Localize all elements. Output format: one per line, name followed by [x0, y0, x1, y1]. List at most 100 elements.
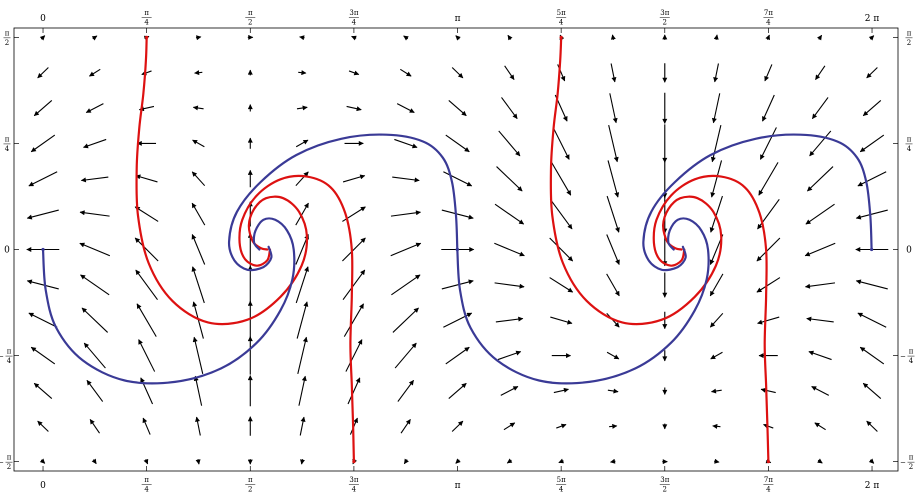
- x-tick-label-top-5: 5π4: [556, 9, 567, 27]
- svg-text:4: 4: [909, 357, 914, 365]
- field-arrow-3-10: [192, 105, 204, 111]
- stream-start-point-6: [455, 247, 459, 252]
- field-arrow-13-10: [711, 93, 721, 124]
- svg-text:3π: 3π: [660, 476, 669, 484]
- x-tick-label-bottom-6: 3π2: [659, 476, 670, 494]
- field-arrow-13-5: [709, 273, 724, 297]
- field-arrow-8-1: [451, 420, 464, 432]
- field-arrow-5-9: [295, 139, 309, 148]
- field-arrow-15-9: [809, 130, 832, 157]
- field-arrow-8-5: [441, 279, 474, 290]
- field-arrow-7-10: [396, 103, 415, 114]
- field-arrow-7-6: [390, 242, 422, 257]
- field-arrow-15-2: [811, 385, 830, 396]
- svg-text:−: −: [0, 459, 4, 467]
- field-arrow-6-10: [346, 105, 362, 112]
- field-arrow-15-1: [814, 422, 826, 431]
- field-arrow-9-2: [500, 385, 519, 396]
- field-arrow-2-3: [138, 339, 156, 372]
- field-arrow-5-10: [296, 105, 308, 111]
- field-arrow-2-7: [134, 206, 159, 222]
- svg-text:π: π: [248, 476, 253, 484]
- field-arrow-6-3: [345, 339, 363, 372]
- stream-start-point-4: [41, 247, 45, 252]
- field-arrow-2-1: [142, 417, 151, 435]
- stream-curve-1: [238, 174, 355, 463]
- field-arrow-11-5: [606, 273, 620, 297]
- field-arrow-16-12: [868, 35, 875, 41]
- field-arrow-3-12: [195, 35, 202, 41]
- svg-text:0: 0: [4, 246, 10, 256]
- svg-text:2: 2: [907, 39, 911, 47]
- field-arrow-7-9: [394, 138, 418, 149]
- field-arrow-6-4: [343, 303, 364, 337]
- field-arrow-13-8: [710, 160, 723, 198]
- field-arrow-11-7: [606, 195, 620, 233]
- field-arrow-10-1: [556, 423, 567, 429]
- stream-curve-7: [642, 133, 873, 272]
- field-arrow-16-11: [866, 67, 878, 79]
- field-arrow-8-10: [448, 100, 467, 117]
- field-arrow-11-9: [608, 125, 619, 163]
- field-arrow-14-11: [764, 64, 773, 82]
- field-arrow-9-8: [496, 166, 523, 192]
- field-arrow-15-10: [811, 97, 829, 120]
- svg-text:4: 4: [5, 145, 10, 153]
- svg-text:2: 2: [663, 19, 667, 27]
- stream-start-point-3: [766, 460, 771, 464]
- field-arrow-10-7: [549, 198, 573, 230]
- field-arrow-2-2: [140, 377, 154, 405]
- y-tick-label-left-3: −π4: [0, 348, 13, 365]
- field-arrow-10-2: [553, 387, 569, 394]
- field-arrow-3-8: [191, 171, 206, 187]
- axis-ticks: [14, 28, 898, 471]
- y-tick-label-left-0: π2: [3, 29, 11, 47]
- vector-field: [26, 34, 889, 465]
- x-tick-label-top-0: 0: [40, 14, 46, 24]
- field-arrow-0-11: [37, 67, 49, 79]
- field-arrow-2-5: [135, 269, 158, 301]
- field-arrow-11-2: [607, 388, 619, 394]
- field-arrow-11-11: [610, 63, 617, 83]
- svg-text:π: π: [7, 454, 12, 462]
- field-arrow-3-7: [191, 202, 206, 226]
- field-arrow-6-11: [348, 70, 360, 76]
- x-tick-label-top-7: 7π4: [763, 9, 774, 27]
- field-arrow-6-12: [351, 35, 357, 41]
- field-arrow-16-9: [859, 134, 885, 153]
- y-tick-label-left-4: −π2: [0, 454, 13, 471]
- svg-text:π: π: [907, 29, 912, 37]
- y-tick-label-right-4: −π2: [900, 454, 915, 471]
- svg-text:0: 0: [906, 246, 912, 256]
- field-arrow-10-9: [552, 127, 570, 160]
- stream-curve-6: [456, 217, 710, 385]
- field-arrow-15-3: [808, 350, 832, 361]
- field-arrow-7-2: [397, 379, 414, 402]
- svg-text:2: 2: [7, 463, 11, 471]
- field-arrow-7-7: [390, 210, 421, 217]
- field-arrow-14-10: [762, 94, 775, 122]
- field-arrow-9-11: [504, 65, 515, 80]
- field-arrow-16-0: [868, 458, 875, 464]
- field-arrow-5-0: [300, 459, 305, 465]
- field-arrow-6-8: [342, 174, 366, 183]
- svg-text:4: 4: [907, 145, 912, 153]
- field-arrow-0-3: [30, 346, 56, 365]
- svg-text:4: 4: [352, 19, 357, 27]
- field-arrow-0-5: [26, 279, 59, 290]
- field-arrow-10-5: [549, 277, 574, 293]
- field-arrow-16-5: [855, 279, 888, 290]
- field-arrow-14-2: [760, 387, 776, 394]
- field-arrow-1-0: [91, 458, 97, 465]
- field-arrow-1-1: [89, 419, 100, 434]
- svg-text:π: π: [5, 135, 10, 143]
- field-arrow-15-7: [805, 203, 835, 225]
- field-arrow-11-8: [607, 160, 620, 198]
- field-arrow-1-7: [79, 210, 110, 217]
- field-arrow-3-2: [193, 375, 203, 406]
- field-arrow-13-1: [712, 423, 721, 429]
- field-arrow-1-3: [83, 342, 106, 369]
- field-arrow-0-0: [39, 458, 46, 464]
- field-arrow-2-4: [136, 303, 157, 337]
